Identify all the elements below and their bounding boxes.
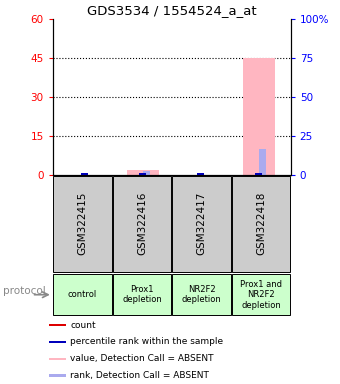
Text: protocol: protocol [3, 286, 46, 296]
Title: GDS3534 / 1554524_a_at: GDS3534 / 1554524_a_at [87, 3, 256, 17]
Text: GSM322417: GSM322417 [197, 192, 206, 255]
Bar [197, 174, 204, 175]
Bar [259, 149, 266, 175]
Bar [113, 274, 171, 316]
Text: NR2F2
depletion: NR2F2 depletion [182, 285, 221, 305]
Bar [49, 341, 66, 343]
Bar [139, 174, 146, 175]
Bar [172, 176, 231, 271]
Bar [143, 171, 150, 175]
Text: GSM322418: GSM322418 [256, 192, 266, 255]
Bar [113, 176, 171, 271]
Bar [127, 170, 159, 175]
Bar [81, 174, 88, 175]
Bar [232, 274, 290, 316]
Bar [53, 176, 112, 271]
Bar [232, 176, 290, 271]
Text: Prox1
depletion: Prox1 depletion [122, 285, 162, 305]
Bar [243, 58, 275, 175]
Text: count: count [70, 321, 96, 330]
Bar [49, 324, 66, 326]
Text: GSM322416: GSM322416 [137, 192, 147, 255]
Text: control: control [68, 290, 97, 299]
Text: value, Detection Call = ABSENT: value, Detection Call = ABSENT [70, 354, 214, 363]
Bar [53, 274, 112, 316]
Text: percentile rank within the sample: percentile rank within the sample [70, 338, 223, 346]
Bar [255, 174, 262, 175]
Bar [49, 358, 66, 360]
Bar [172, 274, 231, 316]
Text: Prox1 and
NR2F2
depletion: Prox1 and NR2F2 depletion [240, 280, 282, 310]
Text: GSM322415: GSM322415 [78, 192, 87, 255]
Text: rank, Detection Call = ABSENT: rank, Detection Call = ABSENT [70, 371, 209, 380]
Bar [49, 374, 66, 377]
